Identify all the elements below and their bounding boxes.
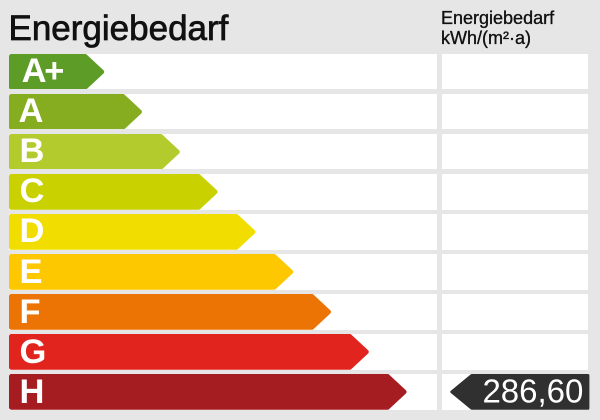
svg-text:286,60: 286,60: [483, 374, 584, 410]
